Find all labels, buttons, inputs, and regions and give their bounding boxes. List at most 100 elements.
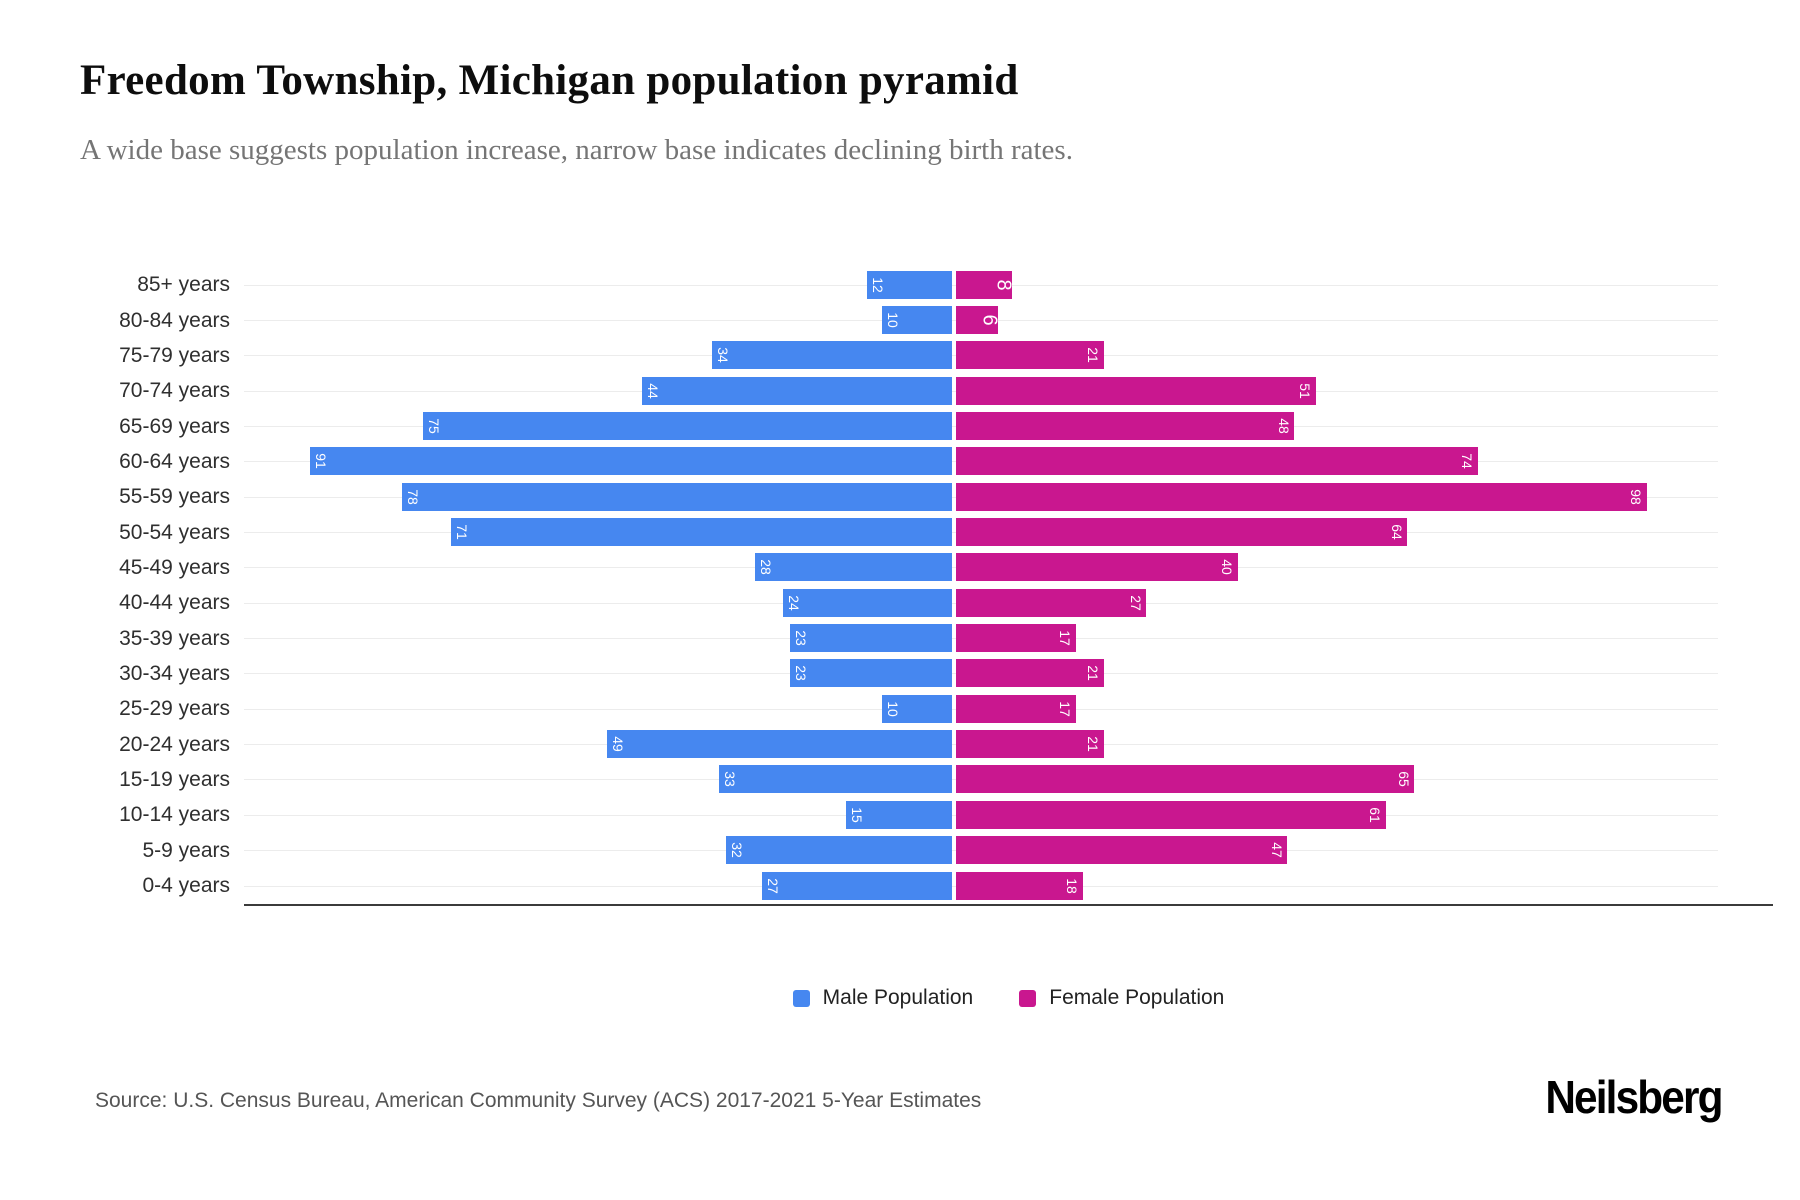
age-group-label: 5-9 years — [142, 838, 230, 862]
bar-track: 71 64 — [244, 514, 1773, 549]
male-bar: 32 — [726, 836, 952, 865]
page-subtitle: A wide base suggests population increase… — [80, 134, 1073, 166]
female-bar: 6 — [956, 306, 1001, 335]
male-value-label: 24 — [785, 594, 802, 611]
male-bar: 71 — [451, 518, 952, 547]
bar-row: 80-84 years 10 6 — [0, 302, 1800, 337]
female-value-label: 21 — [1085, 347, 1102, 364]
female-bar: 48 — [956, 412, 1295, 441]
female-value-label: 51 — [1296, 382, 1313, 399]
age-group-label: 80-84 years — [119, 308, 230, 332]
female-bar: 74 — [956, 447, 1478, 476]
female-value-label: 18 — [1064, 877, 1081, 894]
female-bar: 40 — [956, 553, 1238, 582]
bar-track: 24 27 — [244, 585, 1773, 620]
bar-row: 20-24 years 49 21 — [0, 726, 1800, 761]
male-value-label: 32 — [729, 842, 746, 858]
male-bar: 28 — [754, 553, 952, 582]
legend-item-male[interactable]: Male Population — [792, 986, 973, 1010]
bar-row: 0-4 years 27 18 — [0, 868, 1800, 903]
age-group-label: 30-34 years — [119, 661, 230, 685]
female-value-label: 6 — [978, 314, 1001, 326]
bar-row: 50-54 years 71 64 — [0, 514, 1800, 549]
female-bar: 51 — [956, 376, 1316, 405]
male-bar: 49 — [606, 730, 952, 759]
female-bar: 98 — [956, 482, 1647, 511]
male-value-label: 27 — [764, 877, 781, 894]
male-bar: 15 — [846, 800, 952, 829]
female-bar: 21 — [956, 659, 1105, 688]
male-value-label: 28 — [757, 559, 774, 576]
bar-row: 10-14 years 15 61 — [0, 797, 1800, 832]
bar-row: 25-29 years 10 17 — [0, 691, 1800, 726]
bar-row: 60-64 years 91 74 — [0, 444, 1800, 479]
female-bar: 8 — [956, 270, 1015, 299]
female-bar: 65 — [956, 765, 1415, 794]
age-group-label: 60-64 years — [119, 449, 230, 473]
bar-row: 65-69 years 75 48 — [0, 408, 1800, 443]
age-group-label: 10-14 years — [119, 803, 230, 827]
male-value-label: 71 — [454, 524, 471, 540]
male-bar: 10 — [881, 694, 952, 723]
bar-row: 55-59 years 78 98 — [0, 479, 1800, 514]
bar-row: 70-74 years 44 51 — [0, 373, 1800, 408]
female-value-label: 17 — [1057, 630, 1074, 646]
bar-row: 85+ years 12 8 — [0, 267, 1800, 302]
age-group-label: 45-49 years — [119, 555, 230, 579]
female-value-label: 21 — [1085, 665, 1102, 682]
bar-track: 91 74 — [244, 444, 1773, 479]
bar-row: 40-44 years 24 27 — [0, 585, 1800, 620]
age-group-label: 50-54 years — [119, 520, 230, 544]
female-value-label: 48 — [1275, 418, 1292, 434]
male-value-label: 12 — [870, 276, 887, 293]
male-bar: 34 — [712, 341, 952, 370]
age-group-label: 20-24 years — [119, 732, 230, 756]
male-value-label: 10 — [884, 701, 901, 717]
male-bar: 44 — [641, 376, 952, 405]
female-bar: 47 — [956, 836, 1288, 865]
bar-track: 33 65 — [244, 762, 1773, 797]
age-group-label: 15-19 years — [119, 767, 230, 791]
age-group-label: 35-39 years — [119, 626, 230, 650]
female-legend-label: Female Population — [1049, 986, 1225, 1009]
female-value-label: 21 — [1085, 736, 1102, 752]
male-bar: 23 — [789, 659, 952, 688]
male-bar: 12 — [867, 270, 952, 299]
female-value-label: 64 — [1388, 524, 1405, 540]
female-value-label: 8 — [992, 279, 1015, 291]
bar-row: 5-9 years 32 47 — [0, 833, 1800, 868]
female-value-label: 74 — [1458, 453, 1475, 470]
bar-track: 78 98 — [244, 479, 1773, 514]
chart-rows: 85+ years 12 8 80-84 years 10 6 75-79 years 34 2… — [0, 267, 1800, 903]
female-value-label: 98 — [1628, 488, 1645, 505]
male-bar: 91 — [310, 447, 952, 476]
male-value-label: 91 — [313, 453, 330, 470]
male-bar: 24 — [782, 588, 952, 617]
male-value-label: 34 — [715, 347, 732, 364]
age-group-label: 40-44 years — [119, 591, 230, 615]
bar-row: 45-49 years 28 40 — [0, 550, 1800, 585]
bar-track: 23 21 — [244, 656, 1773, 691]
male-value-label: 23 — [792, 630, 809, 646]
bar-track: 15 61 — [244, 797, 1773, 832]
age-group-label: 85+ years — [137, 273, 230, 297]
bar-track: 28 40 — [244, 550, 1773, 585]
legend-item-female[interactable]: Female Population — [1019, 986, 1224, 1010]
female-bar: 17 — [956, 694, 1076, 723]
bar-track: 10 6 — [244, 302, 1773, 337]
female-bar: 18 — [956, 871, 1083, 900]
legend: Male Population Female Population — [244, 986, 1773, 1010]
male-bar: 33 — [719, 765, 952, 794]
bar-track: 10 17 — [244, 691, 1773, 726]
age-group-label: 65-69 years — [119, 414, 230, 438]
male-bar: 78 — [402, 482, 952, 511]
age-group-label: 75-79 years — [119, 343, 230, 367]
female-value-label: 61 — [1367, 807, 1384, 823]
age-group-label: 70-74 years — [119, 379, 230, 403]
female-bar: 17 — [956, 624, 1076, 653]
bar-track: 49 21 — [244, 726, 1773, 761]
bar-row: 75-79 years 34 21 — [0, 338, 1800, 373]
female-value-label: 27 — [1127, 594, 1144, 611]
female-value-label: 65 — [1395, 771, 1412, 788]
